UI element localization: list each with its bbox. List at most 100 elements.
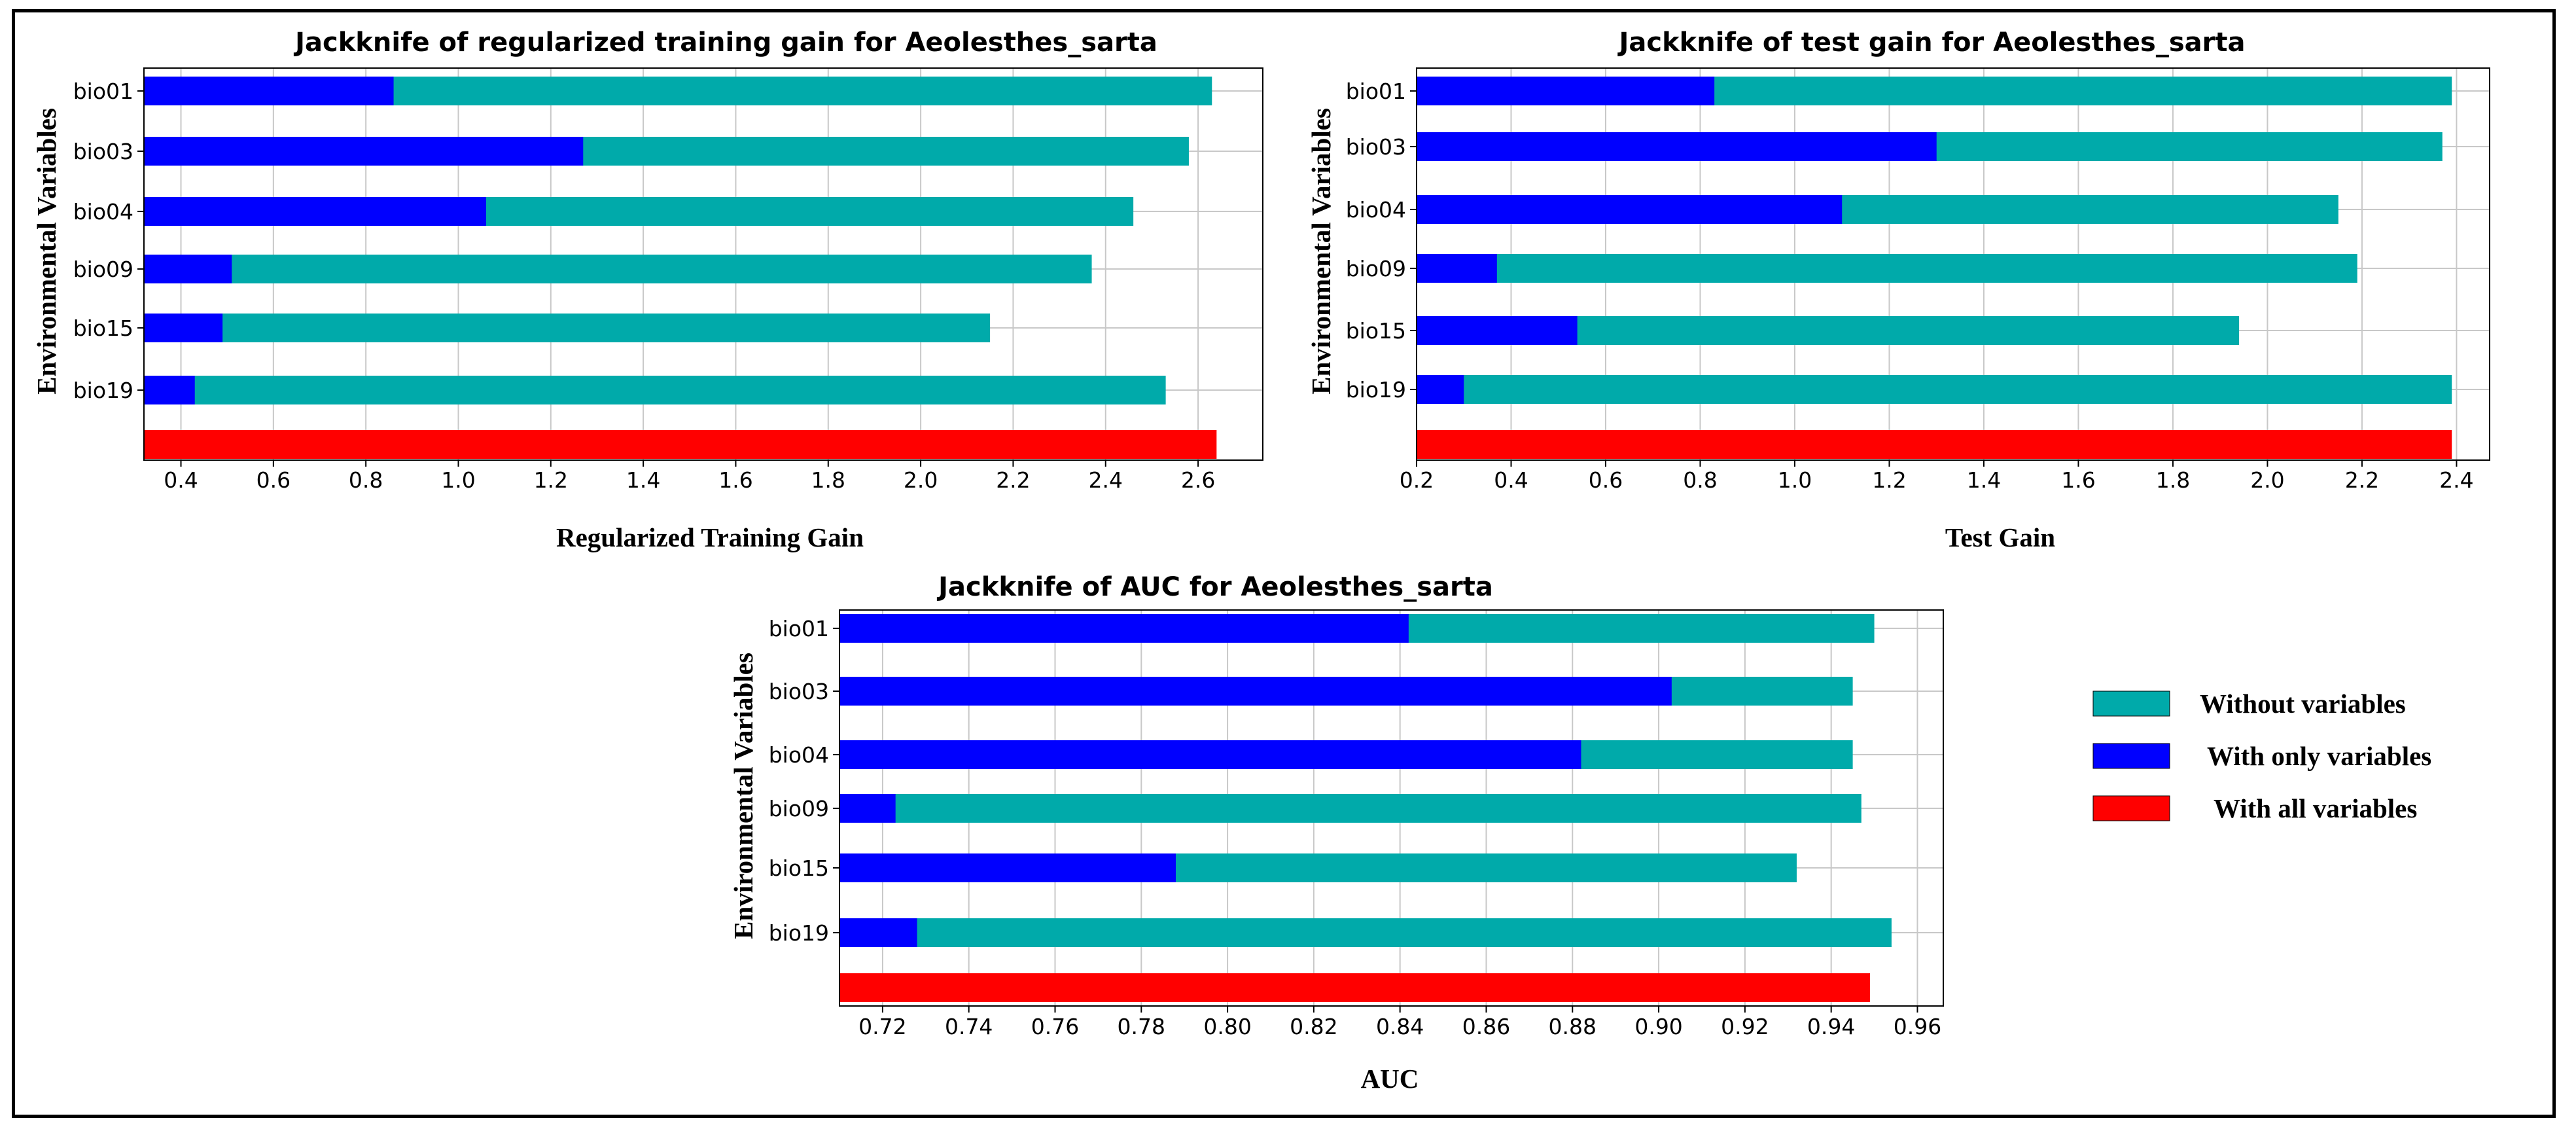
x-tick-label: 0.8 (349, 467, 383, 493)
y-tick-label: bio01 (769, 616, 829, 641)
y-tick-label: bio04 (73, 199, 133, 224)
bar-withonly-bio09 (1417, 254, 1497, 283)
chart-title: Jackknife of regularized training gain f… (293, 27, 1157, 58)
bar-all-variables (839, 973, 1870, 1002)
bar-without-bio19 (839, 918, 1892, 947)
x-tick-label: 0.82 (1290, 1014, 1337, 1039)
chart-title: Jackknife of AUC for Aeolesthes_sarta (936, 572, 1493, 602)
chart-training-gain: Jackknife of regularized training gain f… (31, 27, 1263, 552)
bar-withonly-bio03 (144, 137, 584, 166)
legend-swatch-all (2092, 795, 2170, 821)
y-tick-label: bio04 (769, 742, 829, 768)
x-tick-label: 2.0 (904, 467, 938, 493)
y-tick-label: bio09 (1346, 256, 1406, 281)
x-tick-label: 0.84 (1376, 1014, 1424, 1039)
y-tick-label: bio03 (1346, 134, 1406, 160)
bar-withonly-bio01 (144, 77, 394, 105)
x-tick-label: 0.2 (1400, 467, 1434, 493)
bar-withonly-bio19 (1417, 375, 1464, 404)
x-tick-label: 0.90 (1634, 1014, 1682, 1039)
y-tick-label: bio03 (769, 679, 829, 704)
y-tick-label: bio04 (1346, 197, 1406, 223)
x-tick-label: 0.76 (1031, 1014, 1079, 1039)
bar-withonly-bio04 (839, 740, 1581, 769)
x-tick-label: 0.94 (1807, 1014, 1855, 1039)
legend: Without variables With only variables Wi… (2092, 689, 2431, 823)
bar-withonly-bio15 (839, 853, 1176, 882)
y-tick-label: bio15 (769, 855, 829, 881)
x-tick-label: 0.86 (1462, 1014, 1510, 1039)
legend-swatch-withonly (2092, 743, 2170, 769)
bar-withonly-bio15 (144, 314, 223, 342)
x-tick-label: 0.4 (164, 467, 198, 493)
y-tick-label: bio15 (1346, 318, 1406, 344)
bar-withonly-bio15 (1417, 316, 1578, 345)
x-tick-label: 1.6 (2061, 467, 2095, 493)
plot-area: 0.72 0.74 0.76 0.78 0.80 0.82 0.84 0.86 0.88 0.90… (769, 609, 1944, 1039)
bar-without-bio09 (839, 794, 1861, 823)
x-tick-label: 0.72 (858, 1014, 906, 1039)
bar-without-bio09 (144, 255, 1092, 283)
x-tick-label: 1.0 (1778, 467, 1812, 493)
x-tick-label: 1.8 (811, 467, 845, 493)
x-tick-label: 0.80 (1203, 1014, 1251, 1039)
chart-title: Jackknife of test gain for Aeolesthes_sa… (1617, 27, 2245, 58)
y-tick-label: bio01 (73, 79, 133, 104)
x-tick-label: 2.2 (2345, 467, 2379, 493)
bar-all-variables (144, 430, 1217, 459)
x-tick-label: 0.8 (1683, 467, 1717, 493)
x-tick-label: 1.8 (2156, 467, 2190, 493)
x-axis-label: Test Gain (1945, 522, 2055, 552)
x-tick-label: 0.96 (1894, 1014, 1941, 1039)
x-axis-label: Regularized Training Gain (556, 522, 864, 552)
bar-withonly-bio01 (1417, 77, 1715, 105)
bar-withonly-bio01 (839, 614, 1409, 643)
y-tick-label: bio09 (769, 796, 829, 821)
x-tick-label: 2.4 (2439, 467, 2473, 493)
y-axis-label: Environmental Variables (1306, 108, 1336, 395)
chart-test-gain: Jackknife of test gain for Aeolesthes_sa… (1306, 27, 2490, 552)
x-tick-label: 0.74 (945, 1014, 993, 1039)
y-tick-label: bio15 (73, 315, 133, 341)
y-tick-label: bio09 (73, 257, 133, 282)
x-tick-label: 0.88 (1549, 1014, 1597, 1039)
x-tick-label: 0.78 (1118, 1014, 1165, 1039)
x-tick-label: 2.6 (1181, 467, 1215, 493)
chart-auc: Jackknife of AUC for Aeolesthes_sarta AU… (728, 572, 1944, 1094)
bar-all-variables (1417, 430, 2452, 459)
y-tick-label: bio19 (73, 378, 133, 403)
x-axis-label: AUC (1361, 1064, 1419, 1094)
bar-withonly-bio03 (839, 677, 1672, 706)
plot-area: 0.2 0.4 0.6 0.8 1.0 1.2 1.4 1.6 1.8 2.0 2.2 2.4 bio0… (1346, 67, 2490, 493)
bar-withonly-bio19 (839, 918, 917, 947)
plot-border (143, 67, 1263, 461)
bar-without-bio09 (1417, 254, 2357, 283)
x-tick-label: 2.0 (2250, 467, 2284, 493)
x-tick-label: 1.6 (718, 467, 752, 493)
y-axis-label: Environmental Variables (31, 108, 62, 395)
x-tick-label: 1.4 (626, 467, 660, 493)
bar-withonly-bio09 (839, 794, 896, 823)
bar-without-bio19 (144, 376, 1166, 404)
legend-label-without: Without variables (2200, 689, 2406, 719)
bar-withonly-bio04 (1417, 195, 1843, 224)
bar-without-bio19 (1417, 375, 2452, 404)
x-tick-label: 0.6 (1589, 467, 1623, 493)
bar-withonly-bio09 (144, 255, 232, 283)
x-tick-label: 1.2 (1872, 467, 1906, 493)
bar-withonly-bio19 (144, 376, 195, 404)
y-tick-label: bio01 (1346, 79, 1406, 104)
legend-label-all: With all variables (2214, 793, 2417, 823)
x-tick-label: 0.4 (1494, 467, 1528, 493)
y-tick-label: bio19 (769, 920, 829, 946)
x-tick-label: 0.92 (1721, 1014, 1769, 1039)
bar-without-bio15 (144, 314, 991, 342)
bar-withonly-bio04 (144, 197, 486, 226)
x-tick-label: 1.4 (1967, 467, 2001, 493)
plot-border (839, 609, 1944, 1007)
plot-area: 0.4 0.6 0.8 1.0 1.2 1.4 1.6 1.8 2.0 2.2 2.4 2.6 bio0… (73, 67, 1263, 493)
x-tick-label: 1.0 (441, 467, 475, 493)
legend-label-withonly: With only variables (2207, 741, 2431, 771)
y-tick-label: bio03 (73, 139, 133, 164)
